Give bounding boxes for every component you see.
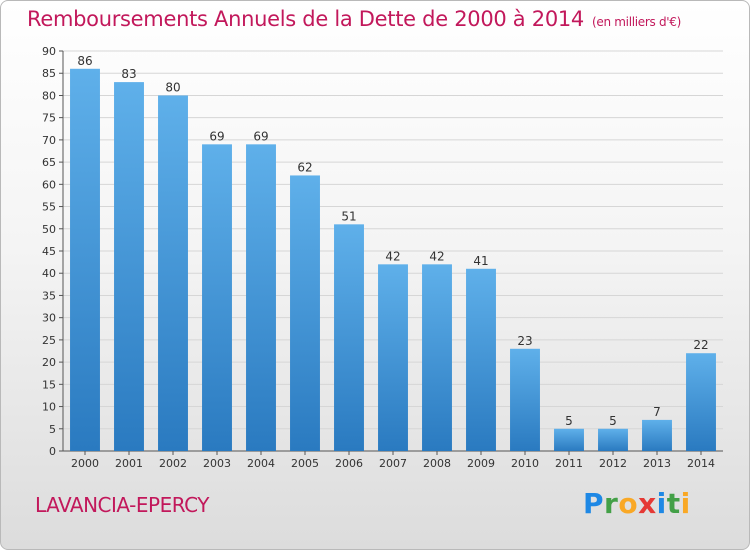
data-label-2012: 5 (609, 414, 617, 428)
y-tick-label: 20 (42, 356, 56, 369)
data-label-2013: 7 (653, 405, 661, 419)
bar-2011 (554, 428, 584, 451)
x-tick-label-2005: 2005 (291, 457, 319, 470)
data-label-2010: 23 (517, 334, 532, 348)
y-tick-label: 15 (42, 378, 56, 391)
data-label-2006: 51 (341, 209, 356, 223)
x-tick-label-2006: 2006 (335, 457, 363, 470)
y-tick-label: 25 (42, 334, 56, 347)
x-tick-label-2007: 2007 (379, 457, 407, 470)
bar-2006 (334, 224, 364, 451)
bar-2005 (290, 175, 320, 451)
bar-2013 (642, 419, 672, 451)
bar-2012 (598, 428, 628, 451)
y-tick-label: 70 (42, 134, 56, 147)
logo-letter: r (604, 487, 619, 520)
bar-2010 (510, 348, 540, 451)
data-label-2001: 83 (121, 67, 136, 81)
logo-letter: i (680, 487, 691, 520)
x-tick-label-2009: 2009 (467, 457, 495, 470)
y-tick-label: 65 (42, 156, 56, 169)
logo-letter: o (618, 487, 639, 520)
bar-2000 (70, 68, 100, 452)
x-tick-label-2003: 2003 (203, 457, 231, 470)
proxiti-logo: Proxiti (583, 487, 691, 520)
y-tick-label: 90 (42, 45, 56, 58)
bar-2002 (158, 95, 188, 451)
data-label-2009: 41 (473, 254, 488, 268)
y-tick-label: 0 (49, 445, 56, 458)
y-tick-label: 5 (49, 423, 56, 436)
data-label-2000: 86 (77, 54, 92, 68)
y-tick-label: 80 (42, 89, 56, 102)
y-tick-label: 30 (42, 312, 56, 325)
x-tick-label-2010: 2010 (511, 457, 539, 470)
data-label-2007: 42 (385, 249, 400, 263)
x-tick-label-2014: 2014 (687, 457, 715, 470)
x-tick-label-2011: 2011 (555, 457, 583, 470)
bar-2009 (466, 268, 496, 451)
x-tick-label-2008: 2008 (423, 457, 451, 470)
y-tick-label: 10 (42, 401, 56, 414)
chart-title: Remboursements Annuels de la Dette de 20… (27, 7, 681, 31)
y-tick-label: 60 (42, 178, 56, 191)
y-tick-label: 45 (42, 245, 56, 258)
bar-2007 (378, 264, 408, 451)
y-tick-label: 55 (42, 201, 56, 214)
chart-subtitle: (en milliers d'€) (592, 15, 682, 29)
x-tick-label-2000: 2000 (71, 457, 99, 470)
bar-2001 (114, 82, 144, 451)
bar-2008 (422, 264, 452, 451)
data-label-2003: 69 (209, 129, 224, 143)
y-tick-label: 75 (42, 112, 56, 125)
data-label-2005: 62 (297, 160, 312, 174)
data-label-2004: 69 (253, 129, 268, 143)
data-label-2014: 22 (693, 338, 708, 352)
y-tick-label: 85 (42, 67, 56, 80)
commune-name: LAVANCIA-EPERCY (35, 493, 209, 517)
y-tick-label: 50 (42, 223, 56, 236)
x-tick-label-2002: 2002 (159, 457, 187, 470)
x-tick-label-2001: 2001 (115, 457, 143, 470)
bar-2003 (202, 144, 232, 452)
y-tick-label: 40 (42, 267, 56, 280)
data-label-2002: 80 (165, 80, 180, 94)
logo-letter: i (656, 487, 667, 520)
bar-2014 (686, 353, 716, 451)
logo-letter: x (638, 487, 657, 520)
bar-2004 (246, 144, 276, 452)
data-label-2008: 42 (429, 249, 444, 263)
logo-letter: P (583, 487, 605, 520)
data-label-2011: 5 (565, 414, 573, 428)
x-tick-label-2013: 2013 (643, 457, 671, 470)
chart-title-text: Remboursements Annuels de la Dette de 20… (27, 7, 584, 31)
logo-letter: t (666, 487, 681, 520)
y-tick-label: 35 (42, 289, 56, 302)
x-tick-label-2012: 2012 (599, 457, 627, 470)
x-tick-label-2004: 2004 (247, 457, 275, 470)
